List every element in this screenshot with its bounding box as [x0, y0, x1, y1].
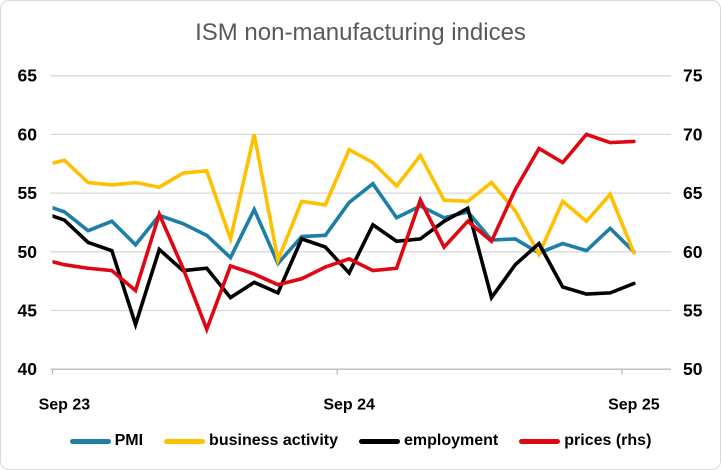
x-axis-label-Sep 23: Sep 23 — [39, 397, 91, 414]
chart-legend: PMI business activity employment prices (rh… — [1, 432, 720, 450]
legend-swatch-icon — [164, 438, 206, 444]
y-axis-right-label-70: 70 — [683, 124, 703, 144]
legend-item-business-activity: business activity — [164, 432, 338, 450]
legend-label: employment — [404, 432, 499, 449]
legend-swatch-icon — [69, 438, 111, 444]
y-axis-right-label-55: 55 — [683, 301, 703, 321]
legend-label: business activity — [209, 432, 338, 449]
y-axis-right-label-50: 50 — [683, 359, 703, 379]
y-axis-right-label-65: 65 — [683, 183, 703, 203]
x-axis-label-Sep 25: Sep 25 — [608, 397, 660, 414]
y-axis-left-label-45: 45 — [18, 301, 38, 321]
y-axis-left-label-65: 65 — [18, 66, 38, 86]
legend-label: PMI — [114, 432, 144, 449]
chart-title: ISM non-manufacturing indices — [195, 19, 526, 46]
y-axis-left-label-50: 50 — [18, 242, 38, 262]
legend-item-PMI: PMI — [69, 432, 144, 450]
legend-label: prices (rhs) — [564, 432, 652, 449]
y-axis-left-label-55: 55 — [18, 183, 38, 203]
legend-item-prices-rhs-: prices (rhs) — [519, 432, 651, 450]
y-axis-right-label-60: 60 — [683, 242, 703, 262]
legend-swatch-icon — [359, 438, 400, 444]
y-axis-left-label-60: 60 — [18, 124, 38, 144]
x-axis-label-Sep 24: Sep 24 — [323, 397, 375, 414]
legend-item-employment: employment — [359, 432, 498, 450]
legend-swatch-icon — [519, 438, 561, 444]
y-axis-left-label-40: 40 — [18, 359, 38, 379]
series-line-employment — [52, 205, 636, 331]
y-axis-right-label-75: 75 — [683, 66, 703, 86]
series-line-prices-rhs- — [52, 132, 636, 335]
